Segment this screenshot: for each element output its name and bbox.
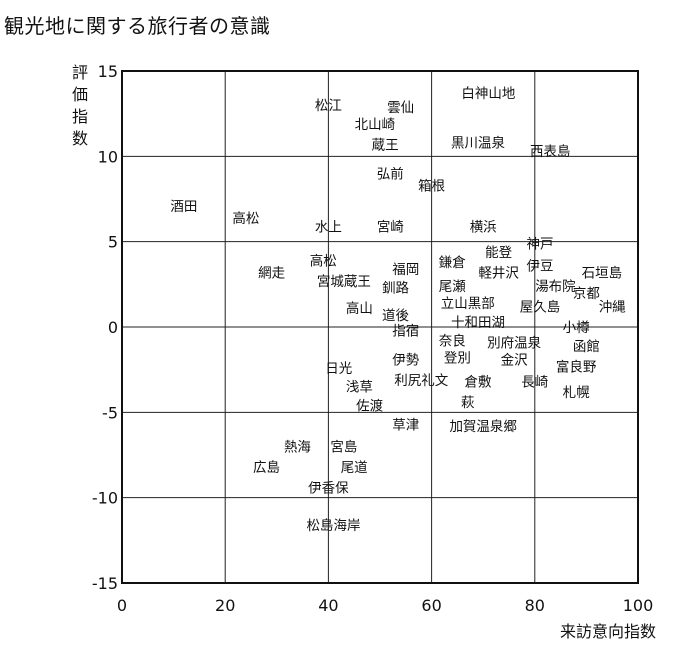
data-point-label: 萩 <box>461 395 475 411</box>
y-tick-label: -10 <box>92 489 118 508</box>
x-tick-labels: 0 20 40 60 80 100 <box>117 596 653 615</box>
chart-title: 観光地に関する旅行者の意識 <box>4 14 271 38</box>
x-tick-label: 100 <box>623 596 654 615</box>
data-point-label: 黒川温泉 <box>451 135 505 152</box>
data-point-label: 網走 <box>258 265 285 281</box>
data-point-label: 小樽 <box>563 320 590 336</box>
data-point-label: 湯布院 <box>535 278 576 295</box>
data-point-label: 函館 <box>573 339 600 355</box>
data-point-label: 雲仙 <box>387 100 414 116</box>
data-point-label: 佐渡 <box>356 399 383 415</box>
data-point-label: 草津 <box>392 417 419 433</box>
data-point-label: 高松 <box>310 252 337 269</box>
y-axis-label: 評価指数 <box>72 63 88 148</box>
data-point-label: 軽井沢 <box>478 265 519 281</box>
x-tick-label: 20 <box>215 596 235 615</box>
data-point-label: 沖縄 <box>599 300 626 316</box>
data-point-label: 宮崎 <box>377 219 404 235</box>
data-point-label: 宮城蔵王 <box>317 274 371 290</box>
data-point-label: 富良野 <box>556 358 597 375</box>
x-tick-label: 0 <box>117 596 127 615</box>
data-point-label: 奈良 <box>439 334 466 350</box>
data-point-label: 能登 <box>485 245 512 261</box>
data-point-label: 長崎 <box>521 375 548 391</box>
x-tick-label: 40 <box>318 596 338 615</box>
x-tick-label: 80 <box>525 596 545 615</box>
grid-lines <box>122 71 638 583</box>
data-point-label: 十和田湖 <box>451 315 505 331</box>
data-point-label: 立山黒部 <box>441 296 495 312</box>
data-point-label: 釧路 <box>382 281 409 297</box>
data-point-label: 道後 <box>382 308 409 324</box>
data-point-label: 弘前 <box>377 165 404 182</box>
y-tick-label: 10 <box>98 147 118 166</box>
y-tick-label: 15 <box>98 62 118 81</box>
data-point-label: 京都 <box>573 286 600 302</box>
data-point-label: 神戸 <box>526 236 553 252</box>
data-point-label: 指宿 <box>392 322 419 339</box>
data-point-label: 松江 <box>315 98 342 114</box>
data-point-label: 高山 <box>346 300 373 317</box>
data-point-label: 登別 <box>444 351 471 367</box>
data-point-label: 伊豆 <box>526 259 553 275</box>
data-point-label: 尾瀬 <box>439 279 466 295</box>
data-point-label: 浅草 <box>346 380 373 396</box>
data-point-label: 横浜 <box>470 219 497 235</box>
data-point-label: 熱海 <box>284 439 311 455</box>
data-point-label: 福岡 <box>392 262 419 278</box>
data-point-label: 伊香保 <box>308 480 349 496</box>
plot-frame <box>121 70 639 584</box>
data-point-label: 蔵王 <box>372 137 399 153</box>
data-point-label: 屋久島 <box>520 300 561 316</box>
y-tick-labels: 15 10 5 0 -5 -10 -15 <box>92 62 118 593</box>
data-point-label: 日光 <box>325 361 352 377</box>
data-point-label: 箱根 <box>418 178 445 194</box>
data-point-label: 酒田 <box>170 199 197 215</box>
data-point-label: 白神山地 <box>461 86 515 102</box>
data-point-label: 金沢 <box>501 352 528 368</box>
y-tick-label: -5 <box>102 403 118 422</box>
data-point-label: 別府温泉 <box>487 334 541 351</box>
data-point-label: 石垣島 <box>582 265 623 281</box>
data-point-label: 尾道 <box>341 460 368 476</box>
data-point-label: 札幌 <box>563 385 590 401</box>
data-point-label: 利尻礼文 <box>394 373 448 389</box>
data-point-label: 加賀温泉郷 <box>449 418 517 435</box>
y-tick-label: 5 <box>108 233 118 252</box>
y-tick-label: -15 <box>92 574 118 593</box>
data-point-label: 広島 <box>253 460 280 476</box>
data-point-label: 倉敷 <box>465 375 492 391</box>
data-point-label: 高松 <box>232 210 259 227</box>
x-tick-label: 60 <box>421 596 441 615</box>
data-point-label: 鎌倉 <box>439 255 466 271</box>
data-point-label: 宮島 <box>330 439 357 455</box>
y-tick-label: 0 <box>108 318 118 337</box>
data-point-label: 水上 <box>315 219 342 235</box>
data-point-label: 西表島 <box>530 144 571 160</box>
x-axis-label: 来訪意向指数 <box>560 622 656 641</box>
data-point-label: 北山崎 <box>355 117 396 133</box>
data-point-label: 松島海岸 <box>307 518 361 534</box>
data-point-label: 伊勢 <box>392 352 419 368</box>
